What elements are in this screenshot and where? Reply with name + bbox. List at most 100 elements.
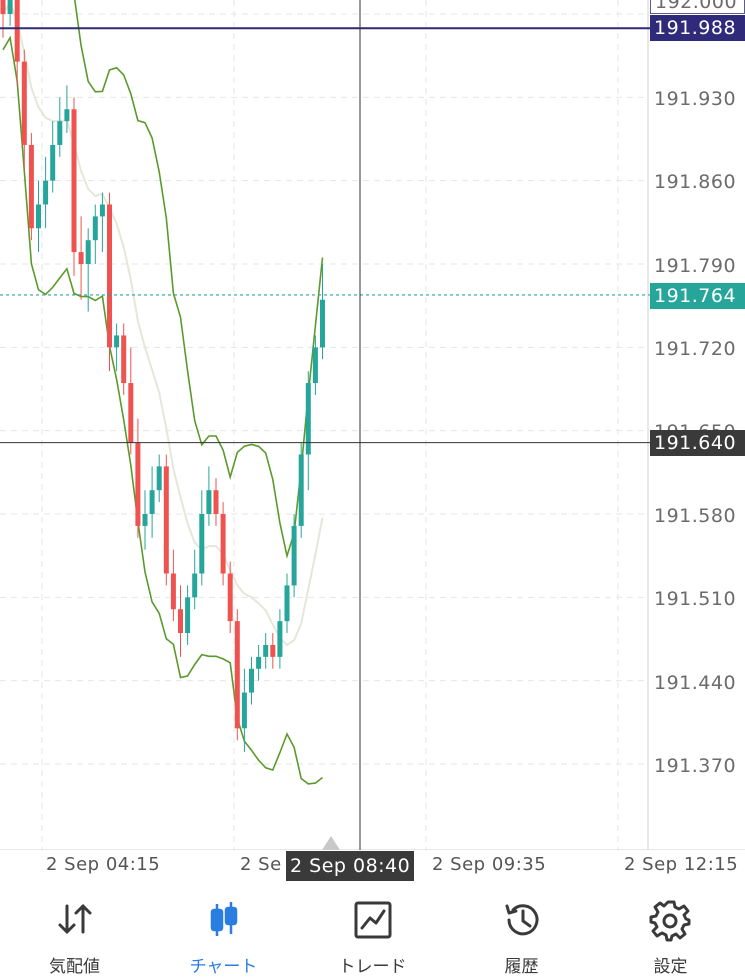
candle [7,0,13,26]
tab-chart[interactable]: チャート [149,888,298,980]
candlestick-chart[interactable] [0,0,745,850]
trade-icon [354,901,391,939]
candle [277,609,283,669]
candle [270,633,276,669]
candle [199,490,205,586]
candle-body [192,573,198,598]
candle [43,156,49,229]
candle [92,204,98,264]
candle-body [142,514,148,526]
candle-body [135,442,141,526]
tab-settings[interactable]: 設定 [596,888,745,980]
quotes-icon [58,904,91,934]
candle [156,454,162,503]
candle [249,656,254,705]
candle-body [320,299,325,348]
candle-body [92,216,98,241]
candle-body [256,656,262,669]
candle-body [206,490,212,514]
candle-body [220,514,226,574]
candle [284,573,290,634]
candle-body [78,252,84,264]
candle [185,585,191,645]
candle-body [312,347,318,384]
candle-body [199,514,205,574]
candle [206,466,212,526]
candle-body [249,668,254,693]
candle [0,0,6,38]
bollinger-upper-band [74,0,324,560]
price-axis-label: 191.440 [654,672,737,694]
tab-quotes[interactable]: 気配値 [0,888,149,980]
candle-body [213,490,219,514]
history-icon [505,904,538,936]
current-bar-marker [322,836,340,850]
tab-label: 設定 [653,957,688,977]
bid-price-badge: 191.764 [650,283,745,309]
candle-body [241,692,247,729]
candle [142,490,148,550]
candle [163,454,169,586]
candle [192,549,198,610]
candle-body [7,0,13,15]
candle-body [234,621,240,729]
candle-body [185,597,191,634]
candle-body [121,335,127,384]
candle [220,502,226,586]
horizontal-line-price-badge[interactable]: 191.988 [650,15,745,41]
candle-body [50,144,56,181]
candle-body [128,383,134,443]
candle-body [0,0,6,15]
candle [312,335,318,395]
candle [135,418,141,538]
candle [121,323,127,395]
candle-body [156,466,162,491]
tab-label: トレード [338,957,407,977]
candle [234,609,240,741]
candle [128,347,134,455]
price-axis-label: 191.580 [654,505,737,527]
candle [263,633,269,669]
candle-body [28,144,34,229]
crosshair-time-badge: 2 Sep 08:40 [286,851,415,881]
chart-area[interactable]: 191.930 191.860 191.790 191.720 191.650 … [0,0,745,850]
candle [149,466,155,538]
price-axis-label: 191.720 [654,338,737,360]
candle [114,323,120,372]
candle-body [270,644,276,657]
gear-icon [649,900,690,942]
candle [57,97,63,157]
tab-label: 気配値 [49,957,100,977]
candle [14,0,20,86]
time-axis-label: 2 Se [240,854,282,875]
candle-body [305,383,311,455]
candle-body [99,204,105,217]
candle-body [21,61,27,145]
candle-body [107,204,112,348]
candle-body [263,644,269,657]
candle-body [178,609,183,634]
candle-body [298,454,304,526]
candle-body [149,490,155,514]
tab-history[interactable]: 履歴 [447,888,596,980]
time-axis-label: 2 Sep 09:35 [432,854,547,875]
candle-body [284,585,290,622]
tab-label: チャート [189,957,258,977]
candle-body [114,335,120,348]
candle-body [277,621,283,657]
candle [78,216,84,300]
bottom-tab-bar: 気配値 チャート トレード 履歴 [0,888,745,980]
price-axis-label: 191.370 [654,755,737,777]
candle-body [85,240,91,264]
candle [170,549,176,622]
candle [213,478,219,526]
candle [256,644,262,681]
candle-body [163,466,169,574]
time-axis-label: 2 Sep 12:15 [624,854,739,875]
candle [50,121,56,193]
bollinger-lower-band [2,35,323,785]
bollinger-middle-line [2,0,324,647]
tab-trade[interactable]: トレード [298,888,447,980]
candlestick-icon [210,902,237,936]
candle [85,228,91,312]
